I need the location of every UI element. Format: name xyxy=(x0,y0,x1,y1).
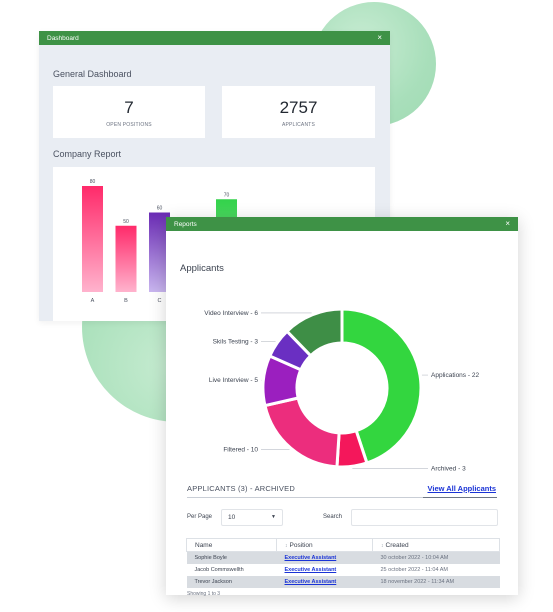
cell-name: Jacob Commswellth xyxy=(194,566,244,573)
cell-position-link[interactable]: Executive Assistant xyxy=(276,551,373,564)
applicants-value: 2757 xyxy=(279,98,318,117)
dashboard-window-title: Dashboard xyxy=(47,34,79,42)
company-report-heading: Company Report xyxy=(53,149,122,159)
donut-label: Filtered - 10 xyxy=(223,447,258,454)
donut-label: Live Interview - 5 xyxy=(209,377,259,384)
table-row[interactable]: Sophie Boyle Executive Assistant 30 octo… xyxy=(186,551,500,564)
donut-slice[interactable] xyxy=(263,396,341,469)
applicants-label: APPLICANTS xyxy=(281,122,316,128)
x-tick-label: B xyxy=(124,298,128,304)
x-tick-label: A xyxy=(91,298,95,304)
reports-window-title: Reports xyxy=(174,220,197,228)
general-dashboard-heading: General Dashboard xyxy=(53,69,132,79)
cell-name: Sophie Boyle xyxy=(186,551,277,564)
table-header-row: Name ↕ Position ↕ Created xyxy=(186,538,500,552)
applicants-heading: Applicants xyxy=(180,263,224,274)
donut-slice[interactable] xyxy=(284,307,344,358)
table-row[interactable]: Jacob Commswellth Executive Assistant 25… xyxy=(187,564,500,576)
close-icon[interactable]: × xyxy=(377,33,382,42)
search-input[interactable] xyxy=(351,509,498,526)
archived-applicants-table: Name ↕ Position ↕ Created Sophie Boyle Exe… xyxy=(186,538,500,588)
donut-label: Video Interview - 6 xyxy=(204,310,258,317)
section-divider-highlight xyxy=(423,497,497,498)
column-header-created[interactable]: ↕ Created xyxy=(372,538,500,552)
table-row[interactable]: Trevor Jackson Executive Assistant 18 no… xyxy=(186,575,500,588)
archived-applicants-title: APPLICANTS (3) - ARCHIVED xyxy=(187,484,295,493)
sort-icon: ↕ xyxy=(285,542,288,549)
cell-created: 30 october 2022 - 10:04 AM xyxy=(372,551,500,564)
donut-label: Skils Testing - 3 xyxy=(213,339,259,346)
applicants-donut-chart: Applications - 22 Archived - 3 Filtered - … xyxy=(204,307,479,472)
table-showing-info: Showing 1 to 3 xyxy=(187,591,221,597)
search-label: Search xyxy=(323,514,343,520)
bar-A xyxy=(82,186,103,292)
x-tick-label: C xyxy=(158,298,162,304)
per-page-select[interactable]: 10 ▼ xyxy=(221,509,283,526)
section-divider xyxy=(187,497,497,498)
bar-value-label: 80 xyxy=(90,179,96,185)
bar-value-label: 50 xyxy=(123,219,129,225)
reports-window: Reports × Applicants Applications - 22 Ar… xyxy=(166,217,518,597)
donut-label: Applications - 22 xyxy=(431,372,479,379)
bar-value-label: 70 xyxy=(224,192,230,198)
bar-C xyxy=(149,212,170,292)
donut-slice[interactable] xyxy=(340,307,423,465)
chevron-down-icon: ▼ xyxy=(271,514,276,520)
sort-icon: ↕ xyxy=(381,542,384,549)
column-header-position[interactable]: ↕ Position xyxy=(276,538,373,552)
donut-label: Archived - 3 xyxy=(431,465,466,472)
per-page-value: 10 xyxy=(228,514,236,521)
cell-name: Trevor Jackson xyxy=(186,575,277,588)
cell-position-link[interactable]: Executive Assistant xyxy=(276,575,373,588)
open-positions-card: 7 OPEN POSITIONS xyxy=(53,86,205,138)
reports-titlebar: Reports × xyxy=(166,217,518,231)
open-positions-label: OPEN POSITIONS xyxy=(106,122,152,128)
applicants-card: 2757 APPLICANTS xyxy=(222,86,375,138)
dashboard-titlebar: Dashboard × xyxy=(39,31,390,45)
view-all-applicants-link[interactable]: View All Applicants xyxy=(427,484,497,493)
per-page-label: Per Page xyxy=(187,514,213,520)
open-positions-value: 7 xyxy=(124,98,134,117)
cell-position-link[interactable]: Executive Assistant xyxy=(284,566,337,573)
bar-B xyxy=(115,225,137,292)
cell-created: 18 november 2022 - 11:34 AM xyxy=(372,575,500,588)
bar-value-label: 60 xyxy=(157,206,163,212)
column-header-name[interactable]: Name xyxy=(186,538,277,552)
cell-created: 25 october 2022 - 11:04 AM xyxy=(380,566,448,573)
close-icon[interactable]: × xyxy=(505,219,510,228)
